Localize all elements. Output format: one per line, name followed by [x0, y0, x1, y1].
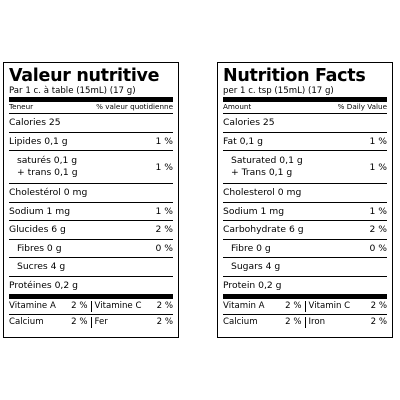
- fat-row: Lipides 0,1 g 1 %: [9, 133, 174, 151]
- protein-row: Protein 0,2 g: [223, 277, 387, 299]
- calcium-dv: 2 %: [71, 317, 88, 327]
- fibre-row: Fibre 0 g 0 %: [223, 240, 388, 258]
- mineral-row: Calcium 2 % Iron 2 %: [223, 315, 387, 330]
- vitamin-c-label: Vitamine C: [94, 301, 142, 311]
- vitamin-row: Vitamin A 2 % Vitamin C 2 %: [223, 299, 387, 315]
- nutrition-label-english: Nutrition Facts per 1 c. tsp (15mL) (17 …: [217, 62, 393, 338]
- calories-text: Calories 25: [223, 117, 275, 129]
- vitamin-a-dv: 2 %: [71, 301, 88, 311]
- fibre-label: Fibre 0 g: [231, 242, 271, 254]
- iron-label: Fer: [94, 317, 108, 327]
- vitamin-a-dv: 2 %: [285, 301, 302, 311]
- header-amount: Amount: [223, 102, 252, 111]
- serving-size: Par 1 c. à table (15mL) (17 g): [9, 86, 136, 96]
- carbohydrate-label: Carbohydrate 6 g: [223, 224, 304, 236]
- saturated-trans-row: Saturated 0,1 g + Trans 0,1 g 1 %: [223, 151, 387, 184]
- saturated-trans-label: Saturated 0,1 g + Trans 0,1 g: [231, 155, 303, 179]
- serving-size: per 1 c. tsp (15mL) (17 g): [223, 86, 334, 96]
- saturated-trans-label: saturés 0,1 g + trans 0,1 g: [17, 155, 78, 179]
- cholesterol-label: Cholestérol 0 mg: [9, 187, 88, 199]
- mineral-row: Calcium 2 % Fer 2 %: [9, 315, 173, 330]
- calcium-label: Calcium: [9, 317, 44, 327]
- sugars-label: Sugars 4 g: [231, 261, 281, 273]
- calcium-label: Calcium: [223, 317, 258, 327]
- vitamin-c-cell: Vitamine C 2 %: [90, 301, 173, 312]
- thick-divider: [223, 97, 387, 102]
- carbohydrate-label: Glucides 6 g: [9, 224, 66, 236]
- sodium-label: Sodium 1 mg: [9, 205, 71, 217]
- sodium-label: Sodium 1 mg: [223, 205, 285, 217]
- fibre-label: Fibres 0 g: [17, 242, 62, 254]
- cholesterol-row: Cholesterol 0 mg: [223, 184, 387, 203]
- vitamin-c-dv: 2 %: [370, 301, 387, 311]
- protein-row: Protéines 0,2 g: [9, 277, 173, 299]
- carbohydrate-dv: 2 %: [369, 224, 388, 236]
- saturated-label: saturés 0,1 g: [17, 155, 78, 166]
- fat-dv: 1 %: [155, 135, 174, 147]
- sodium-dv: 1 %: [369, 205, 388, 217]
- nutrition-label-french: Valeur nutritive Par 1 c. à table (15mL)…: [3, 62, 179, 338]
- carbohydrate-dv: 2 %: [155, 224, 174, 236]
- header-daily-value: % valeur quotidienne: [96, 102, 173, 111]
- header-daily-value: % Daily Value: [337, 102, 387, 111]
- saturated-trans-dv: 1 %: [369, 161, 388, 173]
- sodium-dv: 1 %: [155, 205, 174, 217]
- vitamin-c-label: Vitamin C: [308, 301, 351, 311]
- vitamin-a-cell: Vitamine A 2 %: [9, 301, 91, 312]
- iron-label: Iron: [308, 317, 326, 327]
- trans-label: + trans 0,1 g: [17, 167, 78, 178]
- iron-dv: 2 %: [156, 317, 173, 327]
- fat-label: Lipides 0,1 g: [9, 135, 68, 147]
- fat-row: Fat 0,1 g 1 %: [223, 133, 388, 151]
- fibre-row: Fibres 0 g 0 %: [9, 240, 174, 258]
- label-title: Nutrition Facts: [223, 66, 366, 86]
- iron-cell: Iron 2 %: [304, 317, 387, 328]
- saturated-trans-row: saturés 0,1 g + trans 0,1 g 1 %: [9, 151, 173, 184]
- calcium-dv: 2 %: [285, 317, 302, 327]
- saturated-label: Saturated 0,1 g: [231, 155, 303, 166]
- cholesterol-row: Cholestérol 0 mg: [9, 184, 173, 203]
- protein-label: Protein 0,2 g: [223, 279, 282, 291]
- iron-cell: Fer 2 %: [90, 317, 173, 328]
- fat-label: Fat 0,1 g: [223, 135, 263, 147]
- calories-row: Calories 25: [223, 114, 387, 133]
- vitamin-a-label: Vitamin A: [223, 301, 265, 311]
- calories-row: Calories 25: [9, 114, 173, 133]
- column-header: Teneur % valeur quotidienne: [9, 102, 173, 114]
- calories-text: Calories 25: [9, 117, 61, 129]
- header-amount: Teneur: [9, 102, 34, 111]
- column-header: Amount % Daily Value: [223, 102, 387, 114]
- saturated-trans-dv: 1 %: [155, 161, 174, 173]
- carbohydrate-row: Glucides 6 g 2 %: [9, 221, 173, 240]
- cholesterol-label: Cholesterol 0 mg: [223, 187, 302, 199]
- fibre-dv: 0 %: [155, 242, 174, 254]
- sugars-row: Sucres 4 g: [9, 258, 173, 277]
- fat-dv: 1 %: [369, 135, 388, 147]
- thick-divider: [9, 97, 173, 102]
- vitamin-a-label: Vitamine A: [9, 301, 56, 311]
- sodium-row: Sodium 1 mg 1 %: [9, 203, 174, 221]
- trans-label: + Trans 0,1 g: [231, 167, 293, 178]
- protein-label: Protéines 0,2 g: [9, 279, 78, 291]
- calcium-cell: Calcium 2 %: [9, 317, 91, 328]
- carbohydrate-row: Carbohydrate 6 g 2 %: [223, 221, 387, 240]
- vitamin-c-dv: 2 %: [156, 301, 173, 311]
- sodium-row: Sodium 1 mg 1 %: [223, 203, 388, 221]
- vitamin-c-cell: Vitamin C 2 %: [304, 301, 387, 312]
- sugars-row: Sugars 4 g: [223, 258, 387, 277]
- label-title: Valeur nutritive: [9, 66, 160, 86]
- vitamin-a-cell: Vitamin A 2 %: [223, 301, 305, 312]
- sugars-label: Sucres 4 g: [17, 261, 66, 273]
- calcium-cell: Calcium 2 %: [223, 317, 305, 328]
- fibre-dv: 0 %: [369, 242, 388, 254]
- vitamin-row: Vitamine A 2 % Vitamine C 2 %: [9, 299, 173, 315]
- iron-dv: 2 %: [370, 317, 387, 327]
